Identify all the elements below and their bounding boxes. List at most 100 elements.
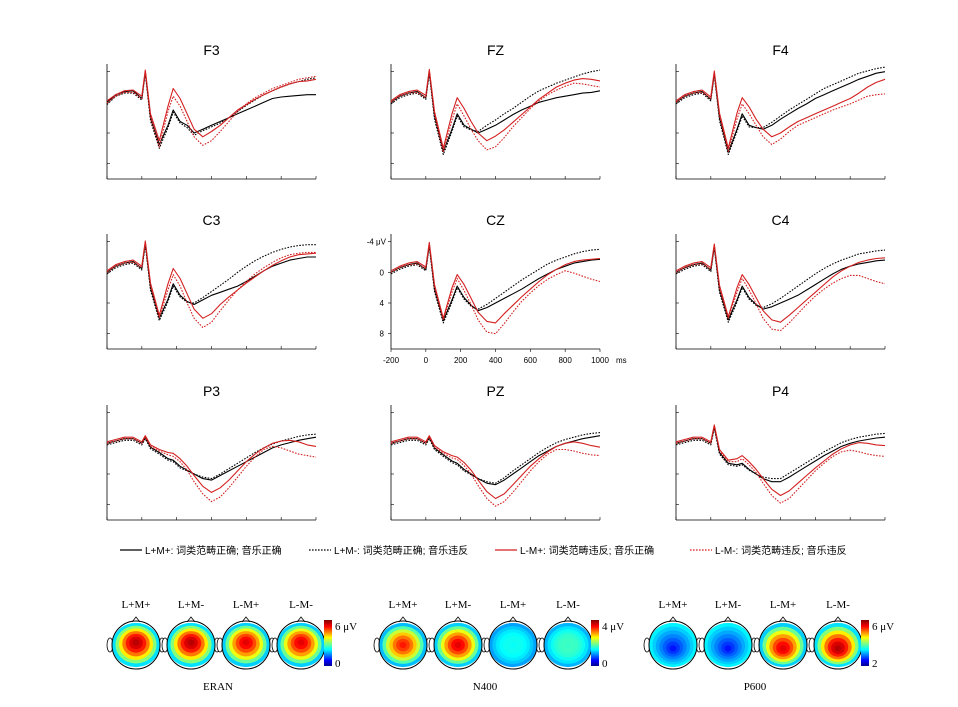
field-contour bbox=[454, 641, 462, 649]
field-contour bbox=[564, 641, 572, 649]
condition-label: L-M+ bbox=[770, 599, 796, 611]
series-line-lmmm bbox=[106, 436, 317, 503]
y-tick-label: 0 bbox=[380, 268, 385, 277]
topomap-head bbox=[271, 616, 331, 670]
x-tick-label: 200 bbox=[454, 356, 468, 365]
erp-panel-f4: F4 bbox=[675, 42, 886, 180]
panel-title: PZ bbox=[487, 383, 505, 399]
series-line-lmmp bbox=[390, 435, 601, 500]
topomap-head bbox=[753, 616, 813, 670]
series-line-lmmm bbox=[106, 241, 316, 329]
topomap-caption: ERAN bbox=[203, 681, 233, 693]
series-line-lpmm bbox=[106, 433, 317, 480]
series-line-lmmm bbox=[675, 244, 886, 332]
colorbar-max-label: 4 μV bbox=[602, 621, 624, 633]
series-line-lpmp bbox=[106, 242, 316, 319]
panel-title: FZ bbox=[487, 42, 505, 58]
legend-label: L-M+: 词类范畴违反; 音乐正确 bbox=[520, 544, 654, 557]
series-line-lpmm bbox=[675, 66, 886, 156]
y-tick-label: 4 bbox=[380, 299, 385, 308]
legend-item-lmmm: L-M-: 词类范畴违反; 音乐违反 bbox=[690, 544, 847, 557]
panel-title: P4 bbox=[772, 383, 789, 399]
series-line-lpmm bbox=[390, 245, 601, 324]
field-contour bbox=[242, 639, 250, 646]
topomap-head bbox=[216, 616, 276, 670]
series-line-lmmp bbox=[106, 435, 317, 493]
series-line-lmmm bbox=[390, 243, 601, 335]
topomap-head bbox=[538, 616, 598, 670]
head-outline bbox=[111, 620, 161, 670]
erp-panels: F3 FZ F4 C3 -4 μV 0 4 8 -200 0 200 400 600 800 1000 ms C… bbox=[106, 42, 886, 521]
series-line-lmmp bbox=[106, 240, 317, 319]
series-line-lpmp bbox=[675, 71, 886, 153]
topomap-caption: P600 bbox=[744, 681, 767, 693]
topomap-caption: N400 bbox=[473, 681, 498, 693]
field-contour bbox=[132, 639, 140, 646]
colorbar-min-label: 0 bbox=[602, 658, 608, 670]
field-contour bbox=[297, 639, 305, 646]
topomap-group-p600: L+M+ L+M- L-M+ L-M- 6 μV 2 P600 bbox=[643, 599, 894, 693]
condition-label: L+M- bbox=[178, 599, 205, 611]
condition-label: L-M- bbox=[556, 599, 580, 611]
erp-panel-f3: F3 bbox=[106, 42, 317, 180]
field-contour bbox=[724, 645, 732, 652]
series-line-lmmm bbox=[675, 425, 886, 504]
colorbar-max-label: 6 μV bbox=[872, 621, 894, 633]
field-contour bbox=[834, 645, 842, 652]
condition-label: L-M+ bbox=[500, 599, 526, 611]
colorbar-max-label: 6 μV bbox=[335, 621, 357, 633]
series-line-lpmm bbox=[390, 432, 601, 484]
series-line-lmmp bbox=[675, 243, 886, 323]
series-line-lpmp bbox=[390, 71, 601, 152]
panel-title: CZ bbox=[486, 212, 505, 228]
x-unit-label: ms bbox=[616, 356, 627, 365]
condition-label: L-M+ bbox=[233, 599, 259, 611]
erp-panel-pz: PZ bbox=[390, 383, 601, 521]
field-contour bbox=[187, 639, 195, 646]
x-tick-label: 800 bbox=[558, 356, 572, 365]
head-outline bbox=[488, 620, 538, 670]
head-outline bbox=[166, 620, 216, 670]
topomap-head bbox=[698, 616, 758, 670]
series-line-lpmp bbox=[675, 245, 886, 321]
legend-item-lpmm: L+M-: 词类范畴正确; 音乐违反 bbox=[309, 544, 468, 557]
topomap-head bbox=[106, 616, 166, 670]
head-outline bbox=[758, 620, 808, 670]
legend-label: L-M-: 词类范畴违反; 音乐违反 bbox=[715, 544, 847, 557]
y-unit-label: -4 μV bbox=[367, 238, 387, 247]
colorbar bbox=[591, 620, 599, 666]
topomap-group-n400: L+M+ L+M- L-M+ L-M- 4 μV 0 N400 bbox=[373, 599, 624, 693]
head-outline bbox=[221, 620, 271, 670]
field-contour bbox=[779, 645, 787, 652]
series-line-lmmp bbox=[390, 241, 601, 324]
condition-label: L-M- bbox=[826, 599, 850, 611]
series-line-lpmp bbox=[106, 71, 316, 146]
erp-panel-p4: P4 bbox=[675, 383, 886, 521]
series-line-lpmm bbox=[390, 69, 601, 156]
y-tick-label: 8 bbox=[380, 330, 385, 339]
topomap-head bbox=[483, 616, 543, 670]
legend-label: L+M+: 词类范畴正确; 音乐正确 bbox=[145, 544, 282, 557]
series-line-lmmp bbox=[675, 424, 886, 497]
topomap-head bbox=[373, 616, 433, 670]
legend-label: L+M-: 词类范畴正确; 音乐违反 bbox=[334, 544, 468, 557]
series-line-lpmm bbox=[106, 72, 317, 149]
series-line-lmmm bbox=[390, 71, 601, 153]
condition-label: L+M+ bbox=[122, 599, 151, 611]
x-tick-label: 600 bbox=[524, 356, 538, 365]
condition-label: L-M- bbox=[289, 599, 313, 611]
legend-item-lpmp: L+M+: 词类范畴正确; 音乐正确 bbox=[120, 544, 282, 557]
erp-panel-c3: C3 bbox=[106, 212, 317, 350]
x-tick-label: -200 bbox=[383, 356, 400, 365]
panel-title: C3 bbox=[203, 212, 221, 228]
erp-panel-p3: P3 bbox=[106, 383, 317, 521]
panel-title: P3 bbox=[203, 383, 220, 399]
field-contour bbox=[509, 641, 517, 649]
x-tick-label: 400 bbox=[489, 356, 503, 365]
topomap-head bbox=[643, 616, 703, 670]
series-line-lmmp bbox=[390, 68, 601, 149]
colorbar bbox=[861, 620, 869, 666]
topomap-head bbox=[161, 616, 221, 670]
x-tick-label: 0 bbox=[424, 356, 429, 365]
series-line-lmmm bbox=[106, 71, 317, 148]
